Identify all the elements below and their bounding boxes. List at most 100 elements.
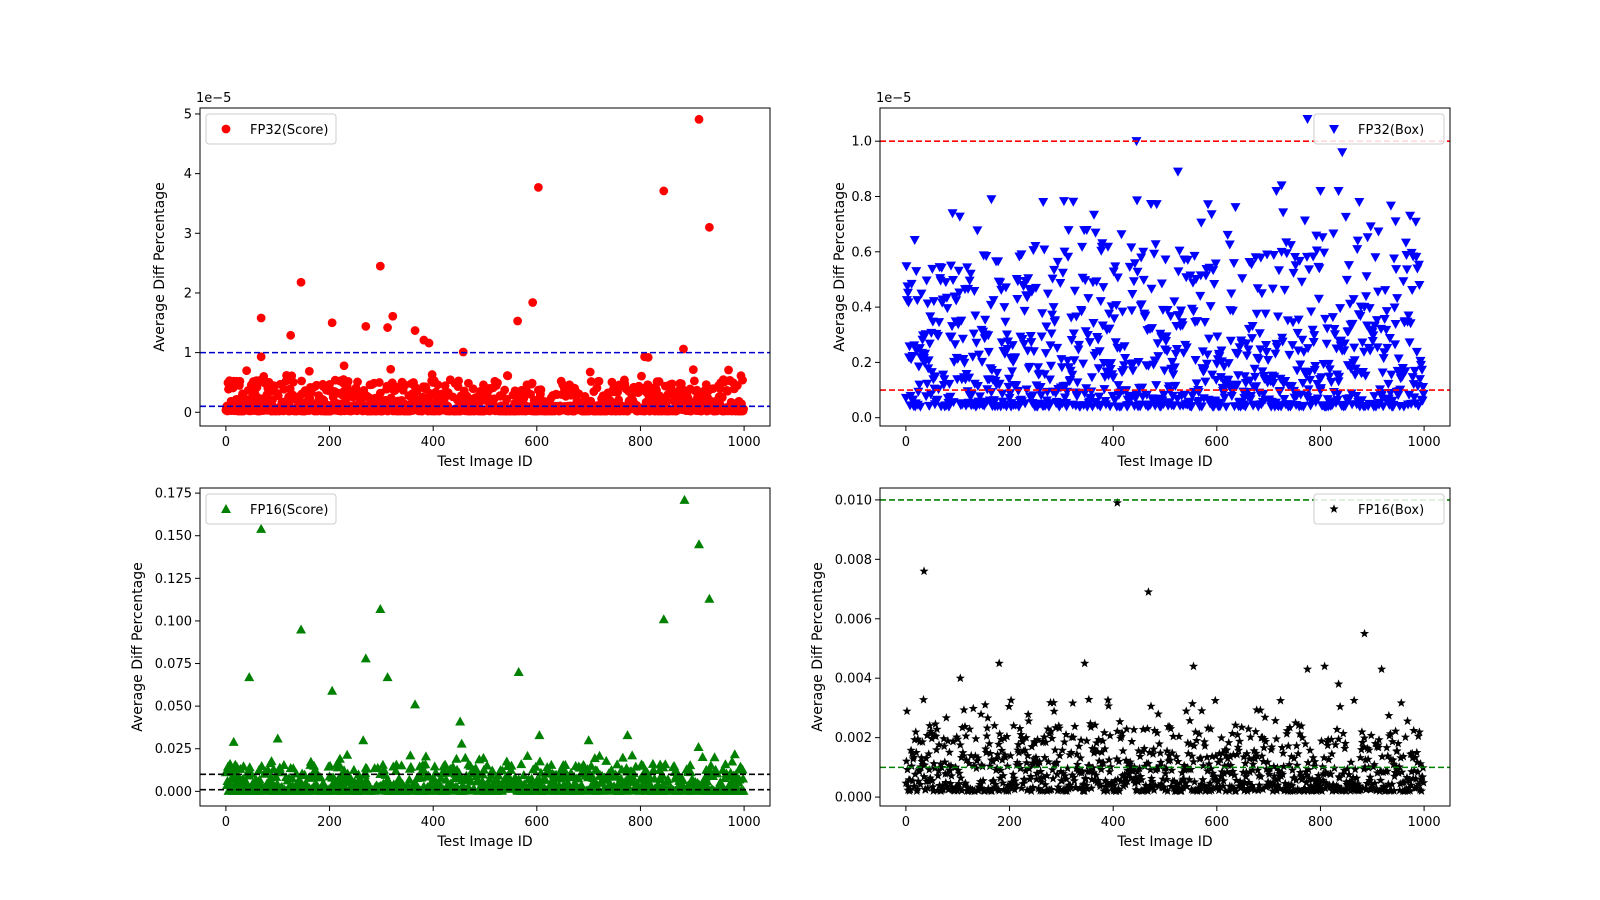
data-point (1081, 225, 1092, 235)
data-point (493, 378, 502, 388)
data-point (906, 279, 917, 289)
data-point (1075, 753, 1086, 762)
data-point (244, 762, 255, 772)
data-point (1365, 222, 1376, 232)
data-point (1217, 748, 1228, 758)
data-point (1328, 780, 1338, 789)
data-point (913, 362, 924, 372)
x-tick-label: 600 (524, 815, 549, 830)
data-point (1200, 377, 1211, 387)
data-point (1055, 279, 1066, 289)
data-point (1112, 754, 1122, 763)
data-point (943, 736, 953, 745)
data-point (1257, 367, 1268, 377)
data-point (1365, 346, 1376, 356)
data-point (1152, 728, 1162, 737)
data-point (1130, 778, 1140, 788)
data-point (1360, 371, 1371, 381)
data-point (1297, 733, 1307, 742)
data-point (969, 761, 979, 770)
data-point (1112, 726, 1122, 736)
data-point (1028, 782, 1038, 792)
data-point (1137, 775, 1147, 784)
data-point (654, 377, 664, 386)
data-point (1380, 286, 1391, 296)
data-point (1162, 746, 1172, 755)
data-point (944, 747, 954, 757)
outlier-point (360, 653, 371, 663)
data-point (1105, 402, 1116, 412)
outlier-point (1390, 217, 1401, 227)
data-point (1086, 373, 1097, 383)
y-offset-label: 1e−5 (196, 91, 231, 106)
data-point (1118, 746, 1128, 755)
data-point (1407, 285, 1418, 295)
data-point (994, 739, 1004, 749)
data-point (1117, 307, 1128, 317)
data-point (1343, 261, 1354, 271)
data-point (1350, 764, 1360, 774)
data-point (1189, 251, 1200, 261)
data-point (1315, 781, 1326, 791)
data-point (1174, 731, 1184, 741)
data-point (1151, 200, 1162, 210)
data-point (1046, 361, 1056, 371)
outlier-point (327, 685, 338, 695)
data-point (1289, 386, 1300, 396)
data-point (1113, 381, 1124, 391)
data-point (1218, 776, 1229, 785)
data-point (961, 755, 972, 765)
data-point (1305, 375, 1316, 385)
data-point (1241, 351, 1252, 361)
data-point (1085, 718, 1095, 728)
data-point (377, 759, 388, 769)
data-point (952, 786, 962, 795)
data-point (988, 756, 998, 766)
data-point (948, 736, 958, 746)
data-point (1156, 757, 1166, 767)
data-point (1159, 782, 1169, 792)
data-point (1199, 781, 1209, 791)
data-point (1203, 200, 1214, 210)
data-point (1258, 756, 1269, 766)
data-point (1004, 701, 1014, 711)
outlier-point (1302, 664, 1313, 674)
data-point (1026, 786, 1036, 796)
data-point (738, 375, 747, 385)
data-point (1370, 253, 1381, 263)
data-point (506, 760, 517, 770)
data-point (1011, 381, 1022, 391)
outlier-point (658, 614, 669, 624)
outlier-point (1359, 628, 1370, 638)
data-point (1013, 386, 1024, 396)
data-point (921, 785, 931, 794)
data-point (1214, 748, 1224, 758)
outlier-point (375, 603, 386, 613)
data-point (1063, 252, 1074, 262)
data-point (235, 376, 245, 386)
data-point (1361, 292, 1372, 302)
data-point (1350, 370, 1361, 380)
data-point (1040, 349, 1051, 359)
data-point (1113, 784, 1123, 793)
data-point (1296, 771, 1306, 780)
data-point (1302, 393, 1313, 403)
data-point (1204, 759, 1214, 768)
data-point (911, 727, 921, 736)
data-point (965, 724, 975, 734)
data-point (468, 384, 478, 394)
data-point (951, 296, 962, 306)
data-point (266, 756, 277, 766)
data-point (1161, 332, 1172, 342)
data-point (1206, 210, 1217, 220)
data-point (1169, 776, 1179, 786)
data-point (1224, 240, 1235, 250)
data-point (1378, 767, 1388, 777)
data-point (1372, 768, 1383, 777)
data-point (1015, 723, 1025, 733)
data-point (1382, 766, 1392, 776)
data-point (1183, 748, 1193, 758)
data-point (1165, 722, 1175, 731)
data-point (983, 713, 993, 722)
